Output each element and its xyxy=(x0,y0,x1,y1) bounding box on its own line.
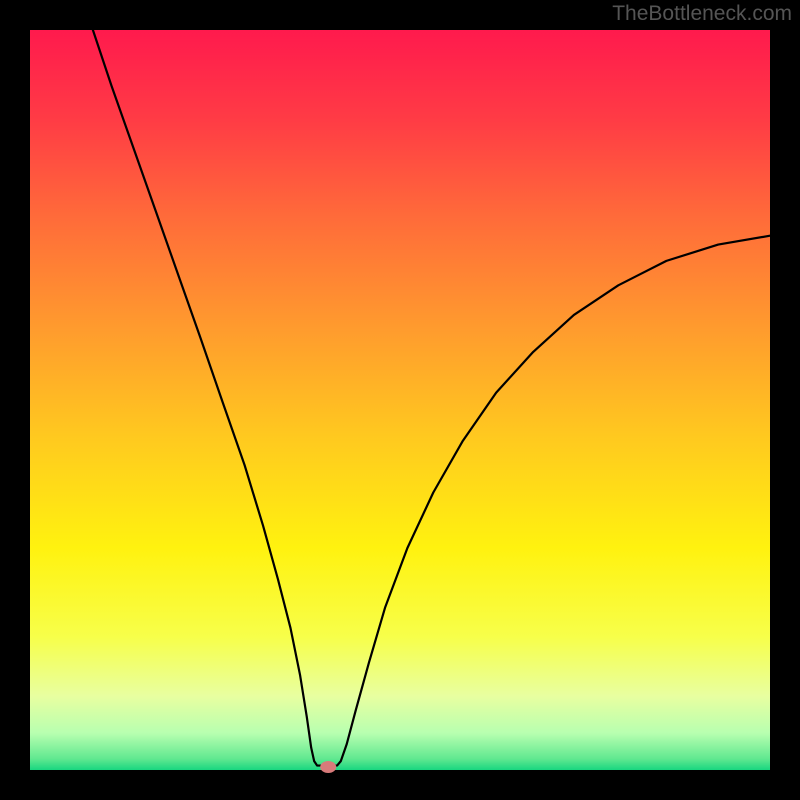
bottleneck-chart xyxy=(0,0,800,800)
optimal-point-marker xyxy=(320,761,336,773)
plot-background xyxy=(30,30,770,770)
watermark-text: TheBottleneck.com xyxy=(612,2,792,26)
chart-container: TheBottleneck.com xyxy=(0,0,800,800)
